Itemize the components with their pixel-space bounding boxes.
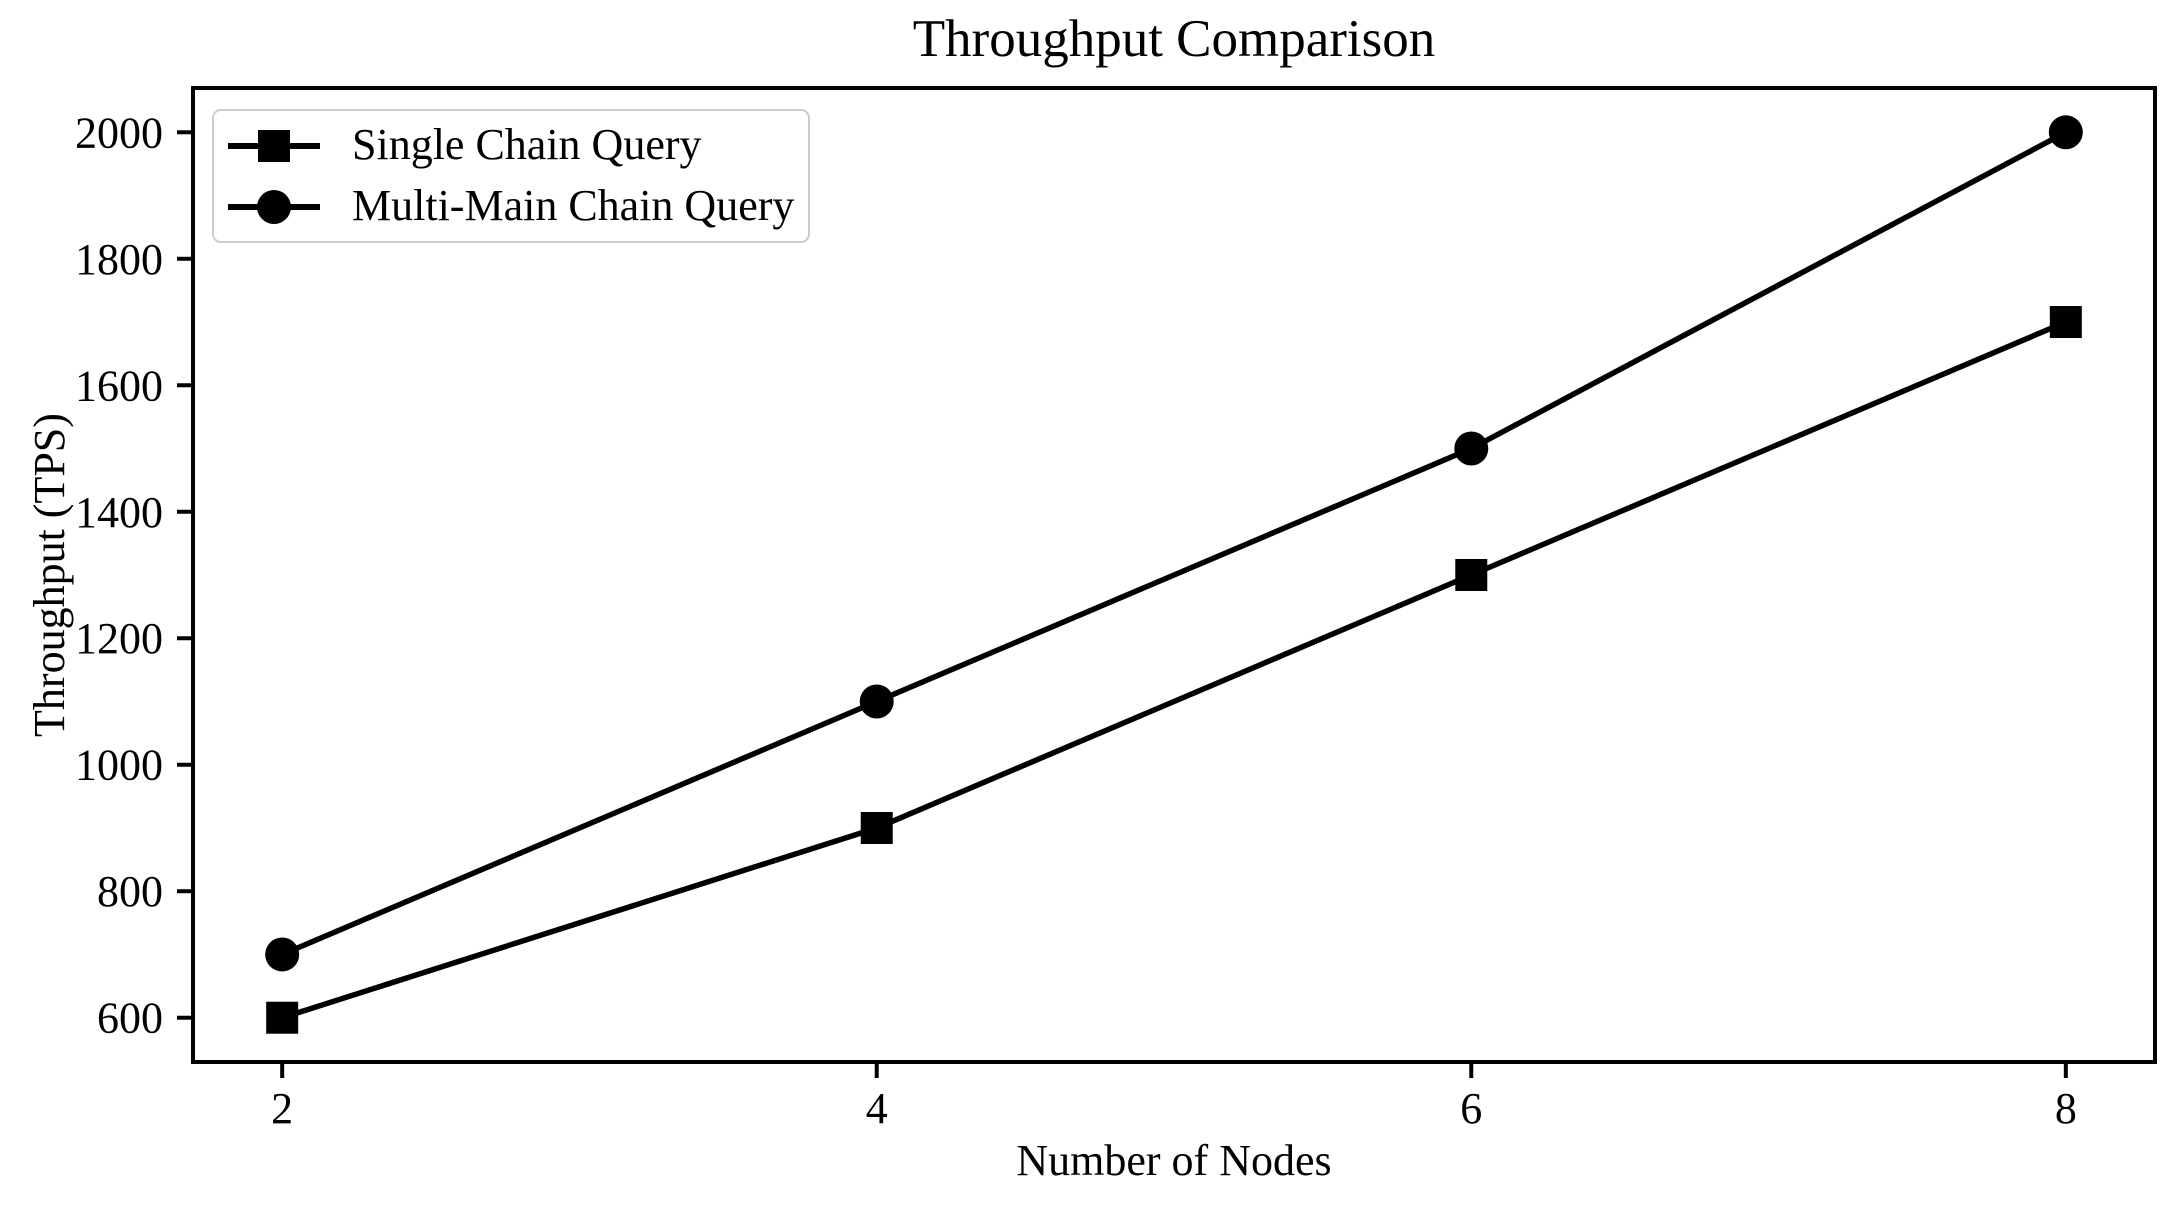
- series-line-0: [279, 319, 2069, 1021]
- legend-label: Single Chain Query: [352, 120, 702, 170]
- x-tick-label: 4: [866, 1084, 888, 1133]
- y-tick-label: 800: [97, 867, 163, 916]
- legend-swatch-icon: [228, 129, 320, 162]
- legend: Single Chain Query Multi-Main Chain Quer…: [212, 109, 810, 243]
- y-tick-label: 1200: [75, 614, 163, 663]
- legend-marker-circle-icon: [257, 189, 291, 224]
- axes-frame: [191, 86, 2157, 1064]
- x-tick-label: 8: [2055, 1084, 2077, 1133]
- chart-title: Throughput Comparison: [912, 10, 1436, 68]
- y-tick-label: 1800: [75, 235, 163, 284]
- data-point-square: [2049, 306, 2082, 339]
- data-point-circle: [859, 684, 894, 719]
- legend-label: Multi-Main Chain Query: [352, 181, 795, 231]
- legend-marker-square-icon: [258, 129, 290, 162]
- y-axis-label: Throughput (TPS): [24, 413, 74, 737]
- y-tick-label: 1400: [75, 488, 163, 537]
- series-line-1: [279, 129, 2069, 958]
- legend-item-single-chain-query: Single Chain Query: [228, 115, 798, 176]
- legend-item-multi-main-chain-query: Multi-Main Chain Query: [228, 176, 798, 237]
- data-point-circle: [1454, 431, 1489, 466]
- data-point-square: [266, 1001, 299, 1034]
- y-tick-label: 2000: [75, 108, 163, 157]
- data-point-circle: [265, 937, 300, 972]
- legend-swatch-icon: [228, 189, 320, 224]
- y-tick-label: 600: [97, 994, 163, 1043]
- y-tick-label: 1000: [75, 741, 163, 790]
- x-axis-label: Number of Nodes: [1016, 1136, 1332, 1185]
- y-tick-label: 1600: [75, 361, 163, 410]
- data-point-square: [1455, 559, 1488, 591]
- data-point-circle: [2048, 115, 2083, 150]
- data-point-square: [860, 811, 893, 844]
- x-tick-label: 6: [1460, 1084, 1482, 1133]
- x-tick-label: 2: [271, 1084, 293, 1133]
